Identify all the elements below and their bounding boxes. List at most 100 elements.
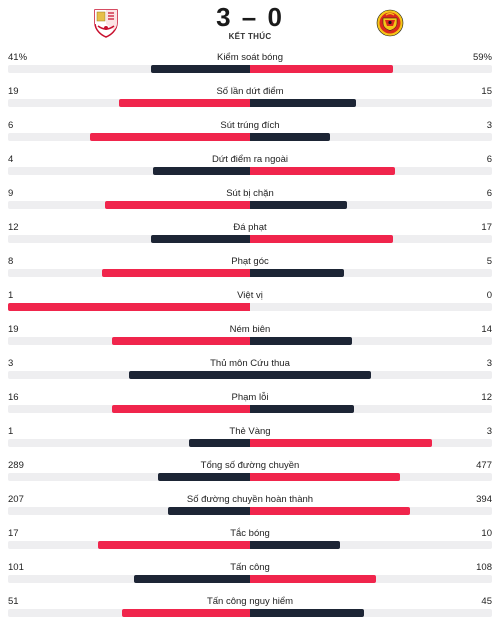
- stat-row: 41% Kiểm soát bóng 59%: [0, 46, 500, 80]
- stat-home-bar: [8, 303, 250, 311]
- stat-home-value: 289: [8, 460, 24, 471]
- stat-away-bar: [250, 99, 356, 107]
- stat-away-bar: [250, 167, 395, 175]
- stat-name: Ném biên: [229, 324, 271, 335]
- stat-name: Số đường chuyền hoàn thành: [186, 494, 314, 505]
- stat-row: 19 Số lần dứt điểm 15: [0, 80, 500, 114]
- manchester-united-crest-icon: [376, 9, 404, 37]
- stat-row: 207 Số đường chuyền hoàn thành 394: [0, 488, 500, 522]
- stat-home-bar: [158, 473, 250, 481]
- stat-home-value: 1: [8, 426, 14, 437]
- stat-row: 4 Dứt điểm ra ngoài 6: [0, 148, 500, 182]
- stat-name: Sút trúng đích: [220, 120, 280, 131]
- stat-name: Phạm lỗi: [231, 392, 269, 403]
- stat-home-value: 41%: [8, 52, 28, 63]
- stat-row: 17 Tắc bóng 10: [0, 522, 500, 556]
- stat-row: 6 Sút trúng đích 3: [0, 114, 500, 148]
- stat-row: 101 Tấn công 108: [0, 556, 500, 590]
- stat-row: 289 Tổng số đường chuyền 477: [0, 454, 500, 488]
- stat-away-value: 6: [486, 188, 492, 199]
- stat-home-value: 8: [8, 256, 14, 267]
- stat-away-bar: [250, 337, 352, 345]
- stat-away-bar: [250, 405, 354, 413]
- stat-away-bar: [250, 133, 330, 141]
- stat-away-bar: [250, 507, 410, 515]
- stat-name: Sút bị chặn: [226, 188, 274, 199]
- stat-name: Đá phạt: [233, 222, 267, 233]
- stat-home-value: 17: [8, 528, 19, 539]
- match-status: KẾT THÚC: [228, 32, 272, 41]
- stat-home-bar: [122, 609, 250, 617]
- stat-row: 12 Đá phạt 17: [0, 216, 500, 250]
- stat-away-value: 5: [486, 256, 492, 267]
- stat-away-bar: [250, 269, 344, 277]
- stat-away-value: 0: [486, 290, 492, 301]
- stat-home-value: 9: [8, 188, 14, 199]
- stat-home-value: 3: [8, 358, 14, 369]
- stat-away-bar: [250, 575, 376, 583]
- stat-home-bar: [129, 371, 250, 379]
- stat-away-value: 12: [481, 392, 492, 403]
- stat-name: Số lần dứt điểm: [216, 86, 284, 97]
- stats-list: 41% Kiểm soát bóng 59% 19 Số lần dứt điểm 15 6…: [0, 46, 500, 624]
- stat-row: 8 Phạt góc 5: [0, 250, 500, 284]
- stat-away-bar: [250, 473, 400, 481]
- stat-name: Phạt góc: [231, 256, 269, 267]
- stat-home-bar: [134, 575, 250, 583]
- stat-away-bar: [250, 541, 340, 549]
- stat-bar-track: [8, 303, 492, 311]
- stat-home-bar: [151, 235, 250, 243]
- stat-away-value: 17: [481, 222, 492, 233]
- stat-home-value: 19: [8, 86, 19, 97]
- stat-row: 1 Việt vị 0: [0, 284, 500, 318]
- stat-away-value: 394: [476, 494, 492, 505]
- stat-home-value: 207: [8, 494, 24, 505]
- stat-home-value: 6: [8, 120, 14, 131]
- stat-away-value: 59%: [472, 52, 492, 63]
- stat-home-value: 19: [8, 324, 19, 335]
- match-score: 3 – 0: [216, 2, 284, 32]
- stat-row: 51 Tấn công nguy hiểm 45: [0, 590, 500, 624]
- stat-away-bar: [250, 201, 347, 209]
- stat-home-bar: [168, 507, 250, 515]
- stat-away-value: 15: [481, 86, 492, 97]
- stat-home-bar: [119, 99, 250, 107]
- stat-name: Việt vị: [237, 290, 263, 301]
- stat-away-value: 6: [486, 154, 492, 165]
- stat-row: 19 Ném biên 14: [0, 318, 500, 352]
- stat-home-bar: [153, 167, 250, 175]
- stat-away-value: 108: [476, 562, 492, 573]
- stat-row: 3 Thủ môn Cứu thua 3: [0, 352, 500, 386]
- stat-home-bar: [90, 133, 250, 141]
- stat-away-bar: [250, 439, 432, 447]
- match-header: 3 – 0 KẾT THÚC: [0, 0, 500, 46]
- stat-name: Tắc bóng: [230, 528, 270, 539]
- stat-name: Dứt điểm ra ngoài: [211, 154, 289, 165]
- stat-home-bar: [151, 65, 250, 73]
- stat-home-bar: [189, 439, 250, 447]
- stat-name: Tấn công nguy hiểm: [206, 596, 294, 607]
- stat-row: 9 Sút bị chặn 6: [0, 182, 500, 216]
- stat-home-value: 12: [8, 222, 19, 233]
- stat-away-bar: [250, 235, 393, 243]
- stat-home-value: 16: [8, 392, 19, 403]
- stat-away-bar: [250, 65, 393, 73]
- stat-away-value: 3: [486, 358, 492, 369]
- stat-home-bar: [102, 269, 250, 277]
- stat-home-value: 51: [8, 596, 19, 607]
- stat-home-value: 101: [8, 562, 24, 573]
- stat-name: Tổng số đường chuyền: [200, 460, 300, 471]
- stat-away-value: 45: [481, 596, 492, 607]
- stat-away-value: 3: [486, 426, 492, 437]
- stat-name: Kiểm soát bóng: [216, 52, 283, 63]
- stat-row: 1 Thẻ Vàng 3: [0, 420, 500, 454]
- stat-home-value: 1: [8, 290, 14, 301]
- stat-away-value: 3: [486, 120, 492, 131]
- stat-home-bar: [105, 201, 250, 209]
- stat-home-bar: [98, 541, 250, 549]
- stat-away-bar: [250, 371, 371, 379]
- stat-home-value: 4: [8, 154, 14, 165]
- stat-away-value: 10: [481, 528, 492, 539]
- stat-away-bar: [250, 609, 364, 617]
- stat-name: Thủ môn Cứu thua: [210, 358, 290, 369]
